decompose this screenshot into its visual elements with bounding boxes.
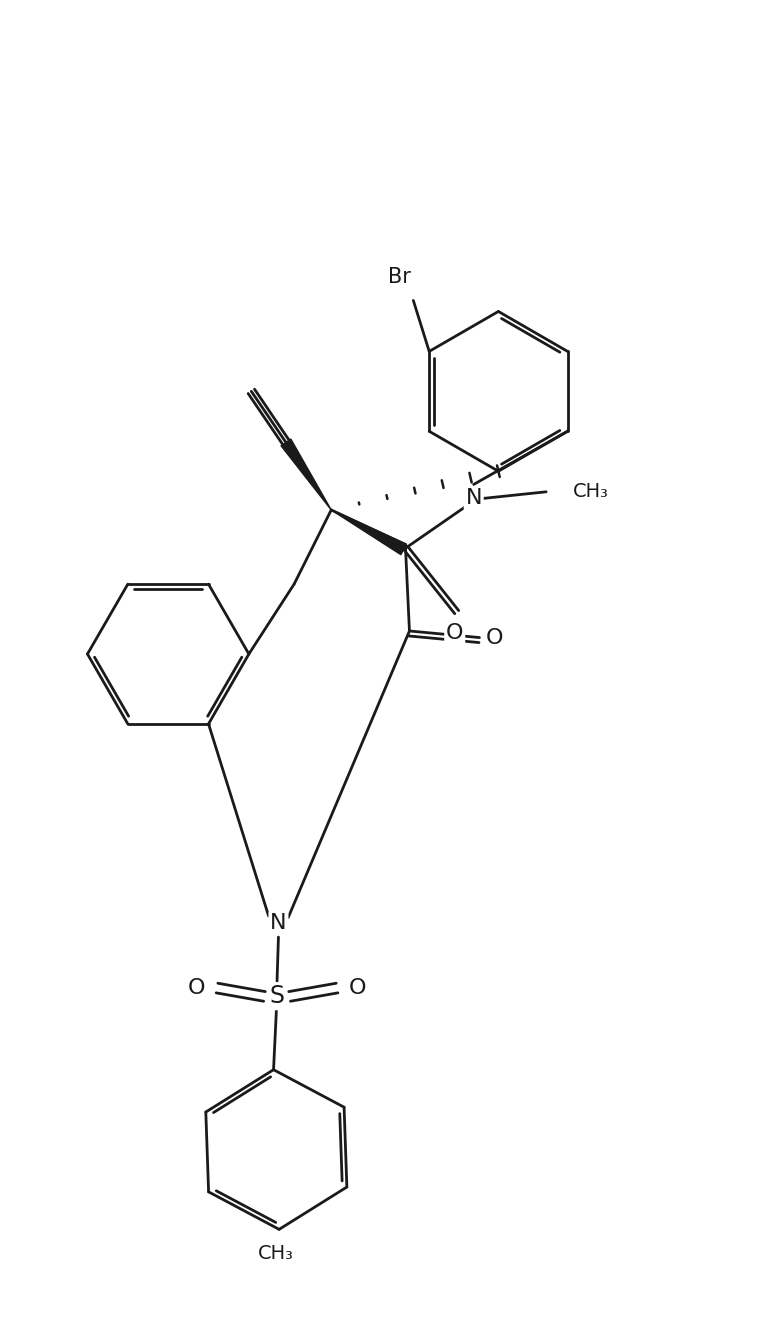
Text: O: O bbox=[188, 978, 206, 998]
Text: O: O bbox=[348, 978, 366, 998]
Text: Br: Br bbox=[388, 267, 411, 287]
Text: N: N bbox=[466, 488, 482, 509]
Polygon shape bbox=[281, 439, 331, 510]
Polygon shape bbox=[331, 510, 407, 554]
Text: CH₃: CH₃ bbox=[573, 482, 608, 501]
Text: N: N bbox=[270, 913, 286, 933]
Text: S: S bbox=[269, 985, 285, 1009]
Text: O: O bbox=[486, 627, 504, 647]
Text: O: O bbox=[446, 623, 463, 643]
Text: CH₃: CH₃ bbox=[258, 1244, 293, 1264]
